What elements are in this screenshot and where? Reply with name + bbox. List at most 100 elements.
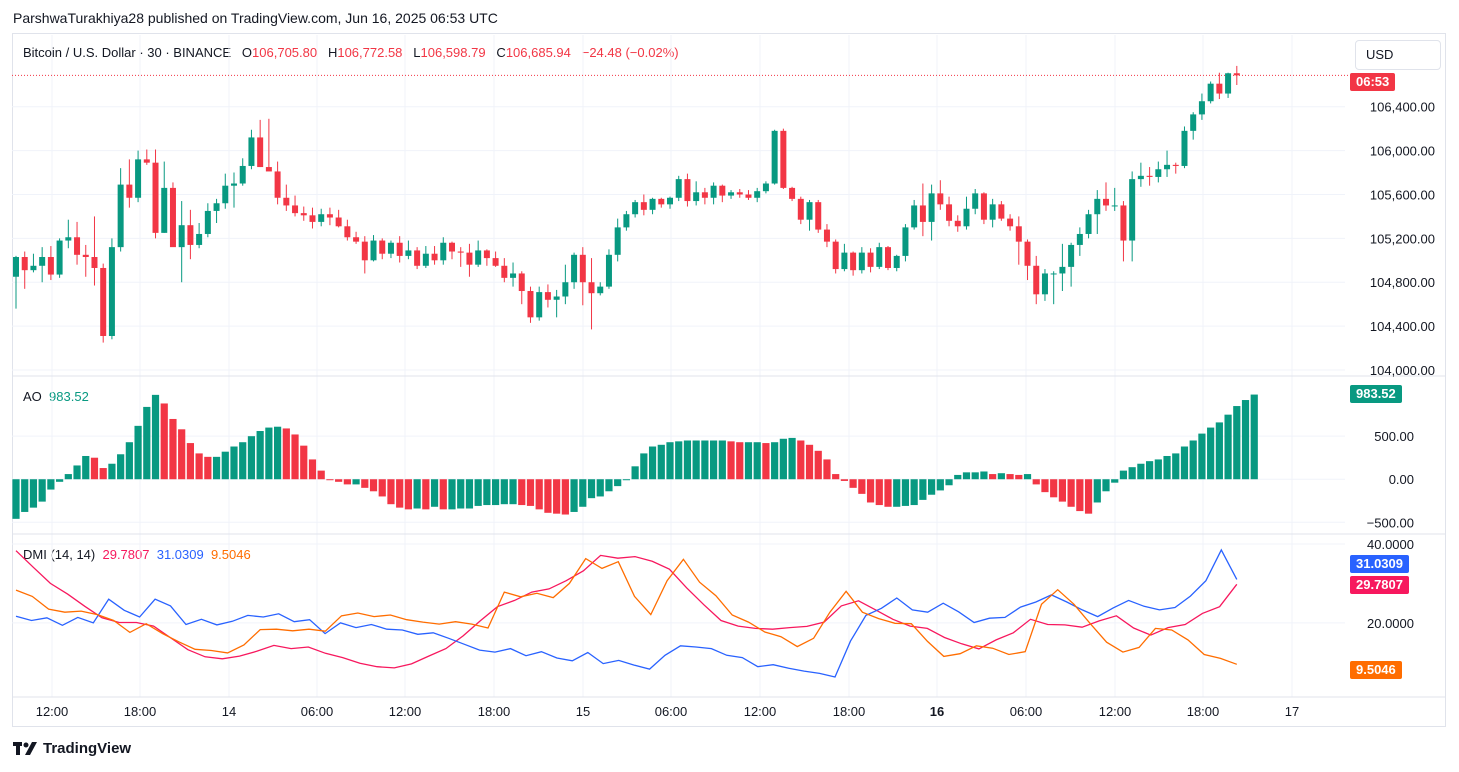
ao-bar bbox=[989, 474, 997, 480]
candle-body bbox=[152, 162, 159, 233]
candle-body bbox=[579, 254, 586, 283]
candle-body bbox=[806, 202, 813, 220]
candle-body bbox=[1164, 164, 1171, 170]
x-tick-label: 15 bbox=[576, 704, 590, 719]
ao-bar bbox=[47, 479, 55, 490]
ao-bar bbox=[805, 444, 814, 480]
candle-body bbox=[431, 253, 438, 261]
candle-body bbox=[605, 254, 612, 287]
ao-bar bbox=[919, 479, 927, 500]
candle-body bbox=[344, 226, 351, 238]
candle-body bbox=[422, 253, 429, 266]
candle-body bbox=[998, 204, 1005, 219]
ao-bar bbox=[1207, 427, 1215, 480]
high-label: H bbox=[327, 45, 338, 60]
candle-body bbox=[1216, 83, 1223, 94]
ao-bar bbox=[1154, 459, 1162, 480]
ao-bar bbox=[823, 459, 831, 480]
candle-body bbox=[178, 225, 185, 248]
candle-body bbox=[30, 265, 37, 271]
candle-body bbox=[1059, 266, 1066, 274]
dmi-name[interactable]: DMI (14, 14) bbox=[23, 547, 96, 562]
candle-body bbox=[1120, 205, 1127, 241]
dmi-legend: DMI (14, 14) 29.7807 31.0309 9.5046 bbox=[23, 547, 251, 562]
candle-body bbox=[1033, 265, 1040, 295]
candle-body bbox=[283, 197, 290, 206]
candle-body bbox=[797, 198, 804, 220]
chart-frame bbox=[12, 33, 1446, 727]
tradingview-logo[interactable]: TradingView bbox=[13, 740, 131, 757]
ao-bar bbox=[82, 455, 90, 480]
ao-bar bbox=[1137, 463, 1145, 480]
candle-body bbox=[527, 291, 534, 318]
ao-bar bbox=[1041, 479, 1049, 493]
ao-bar bbox=[553, 479, 561, 514]
ao-bar bbox=[221, 451, 229, 480]
ao-bar bbox=[378, 479, 386, 497]
ao-bar bbox=[12, 479, 20, 519]
ao-legend: AO 983.52 bbox=[23, 389, 89, 404]
candle-body bbox=[405, 250, 412, 256]
ao-bar bbox=[335, 479, 343, 482]
ao-bar bbox=[1180, 446, 1189, 480]
adx-value: 9.5046 bbox=[210, 547, 251, 562]
candle-body bbox=[1172, 164, 1179, 166]
ao-bar bbox=[1146, 461, 1154, 480]
minus-di-price-label: 31.0309 bbox=[1350, 555, 1409, 573]
ao-bar bbox=[762, 443, 770, 480]
ao-bar bbox=[866, 479, 875, 503]
ao-bar bbox=[204, 456, 212, 480]
ao-bar bbox=[910, 479, 918, 506]
candle-body bbox=[789, 187, 796, 199]
ao-name[interactable]: AO bbox=[23, 389, 42, 404]
ao-bar bbox=[247, 436, 256, 480]
symbol-title[interactable]: Bitcoin / U.S. Dollar · 30 · BINANCE bbox=[23, 45, 232, 60]
ao-bar bbox=[178, 429, 186, 480]
dmi-axis-label: 20.0000 bbox=[1367, 616, 1414, 631]
candle-body bbox=[13, 257, 19, 277]
ao-bar bbox=[317, 470, 325, 480]
candle-body bbox=[544, 292, 551, 300]
x-tick-label: 18:00 bbox=[478, 704, 511, 719]
ao-bar bbox=[1006, 474, 1014, 480]
ao-bar bbox=[265, 427, 273, 480]
ao-bar bbox=[1084, 479, 1093, 514]
x-tick-label: 18:00 bbox=[833, 704, 866, 719]
ao-bar bbox=[744, 442, 753, 480]
ao-bar bbox=[1233, 406, 1241, 480]
ao-bar bbox=[1023, 474, 1032, 480]
candle-body bbox=[885, 247, 891, 268]
ao-bar bbox=[614, 479, 622, 487]
ao-bar bbox=[788, 437, 796, 480]
candle-body bbox=[449, 242, 455, 252]
ao-bar bbox=[474, 479, 482, 506]
candle-body bbox=[1103, 198, 1109, 206]
close-value: 106,685.94 bbox=[505, 45, 571, 60]
ao-bar bbox=[1015, 474, 1023, 480]
candle-body bbox=[762, 183, 769, 192]
ao-bar bbox=[727, 441, 735, 480]
publisher-header: ParshwaTurakhiya28 published on TradingV… bbox=[13, 10, 498, 26]
ao-bar bbox=[544, 479, 552, 513]
ao-bar bbox=[160, 403, 168, 480]
candle-body bbox=[850, 252, 857, 271]
candle-body bbox=[353, 237, 360, 242]
ao-bar bbox=[1067, 479, 1075, 507]
ao-bar bbox=[832, 474, 840, 480]
ao-bar bbox=[99, 468, 107, 480]
candle-body bbox=[274, 171, 281, 198]
ao-bar bbox=[596, 479, 604, 497]
price-axis-label: 105,600.00 bbox=[1370, 187, 1435, 202]
candle-body bbox=[108, 247, 115, 336]
candle-body bbox=[1207, 83, 1214, 102]
ao-bar bbox=[143, 406, 151, 480]
candle-body bbox=[492, 258, 499, 266]
candle-body bbox=[239, 165, 246, 184]
ao-bar bbox=[369, 479, 378, 492]
candle-body bbox=[1024, 241, 1031, 266]
currency-button[interactable]: USD bbox=[1355, 40, 1441, 70]
ao-bar bbox=[640, 453, 648, 480]
candle-body bbox=[1225, 73, 1232, 94]
candle-body bbox=[841, 252, 848, 270]
ao-bar bbox=[849, 479, 857, 488]
